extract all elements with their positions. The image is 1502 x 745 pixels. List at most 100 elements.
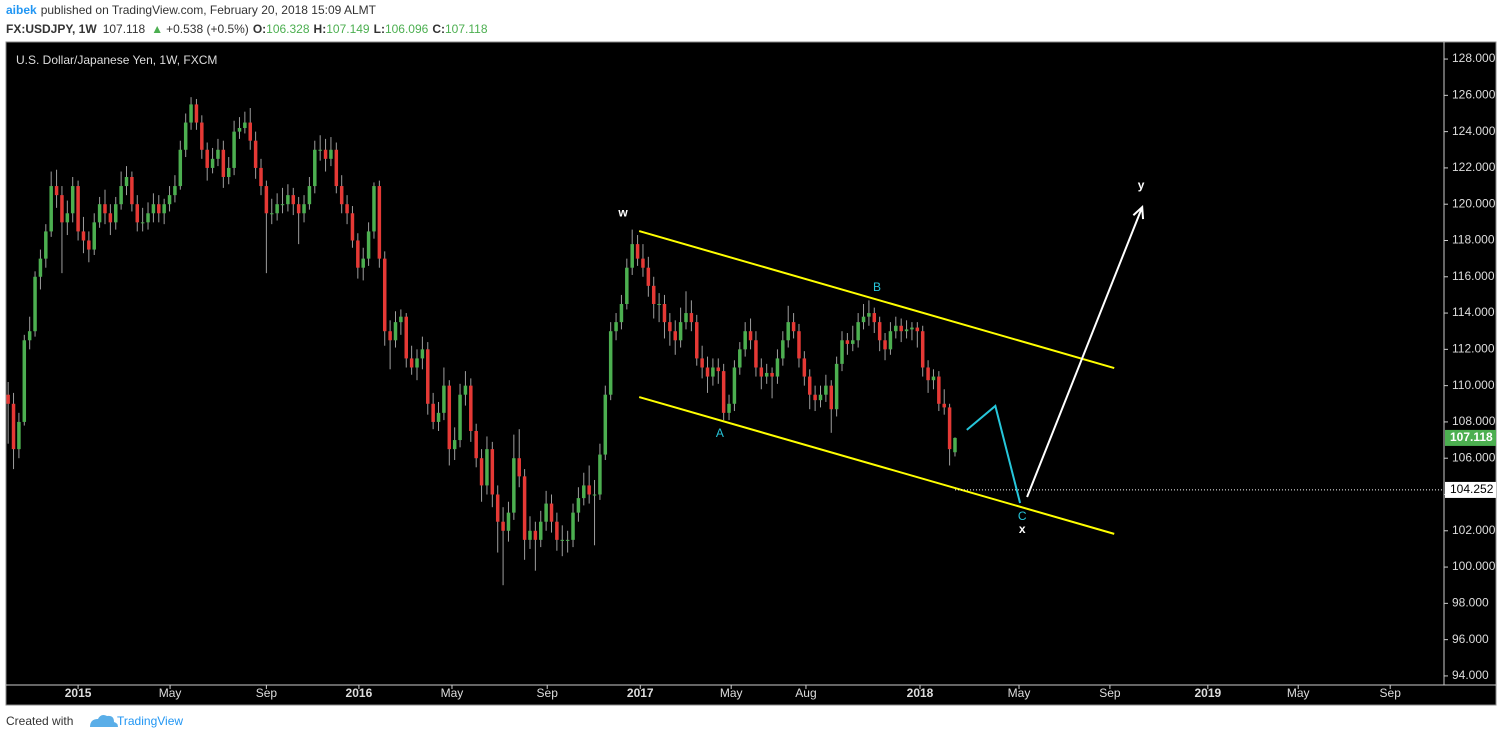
y-tick-label: 124.000 bbox=[1452, 124, 1496, 138]
candle-body bbox=[517, 458, 521, 477]
x-tick-label: May bbox=[720, 686, 743, 700]
price-line-label: 104.252 bbox=[1450, 482, 1494, 496]
y-tick-label: 98.000 bbox=[1452, 596, 1489, 610]
candle-body bbox=[587, 485, 591, 495]
candle-body bbox=[786, 322, 790, 341]
candle-body bbox=[140, 222, 145, 224]
candle-body bbox=[280, 204, 285, 206]
candle-body bbox=[210, 158, 215, 168]
annotation-line bbox=[966, 404, 1022, 504]
candle-body bbox=[420, 349, 425, 359]
candle-body bbox=[738, 349, 742, 368]
candle-body bbox=[851, 340, 855, 344]
candle-body bbox=[442, 385, 446, 413]
candle-body bbox=[124, 176, 129, 187]
price-line-box bbox=[1445, 481, 1496, 498]
low-label: L: bbox=[374, 22, 385, 36]
candle-body bbox=[76, 186, 80, 232]
candle-body bbox=[721, 371, 726, 413]
candle-body bbox=[151, 204, 156, 214]
tradingview-logo[interactable] bbox=[90, 715, 118, 727]
candle-body bbox=[856, 322, 860, 341]
high-label: H: bbox=[314, 22, 327, 36]
candle-body bbox=[673, 331, 677, 341]
candle-body bbox=[135, 204, 140, 223]
candle-body bbox=[286, 195, 290, 205]
candle-body bbox=[931, 376, 936, 381]
y-tick-label: 100.000 bbox=[1452, 559, 1496, 573]
candle-body bbox=[318, 149, 322, 151]
candle-body bbox=[775, 358, 780, 377]
publish-line: aibek published on TradingView.com, Febru… bbox=[6, 3, 377, 17]
candle-body bbox=[345, 204, 349, 214]
candle-body bbox=[436, 412, 441, 422]
candle-body bbox=[221, 149, 226, 177]
candle-body bbox=[781, 340, 785, 359]
candle-body bbox=[388, 331, 392, 341]
candle-body bbox=[243, 122, 247, 128]
footer-created: Created with bbox=[6, 714, 73, 728]
y-tick-label: 102.000 bbox=[1452, 523, 1496, 537]
x-tick-label: May bbox=[1287, 686, 1310, 700]
candle-body bbox=[845, 340, 850, 344]
candle-body bbox=[942, 403, 946, 408]
candle-body bbox=[953, 437, 957, 453]
candle-body bbox=[259, 167, 263, 187]
last-price-box bbox=[1445, 429, 1496, 446]
candle-body bbox=[27, 331, 32, 341]
x-tick-label: Sep bbox=[537, 686, 559, 700]
chart-area bbox=[5, 41, 1497, 706]
candle-body bbox=[87, 240, 91, 250]
candle-body bbox=[361, 258, 365, 268]
candle-body bbox=[937, 376, 941, 404]
candle-body bbox=[17, 421, 21, 450]
candle-body bbox=[920, 331, 925, 368]
annotation-line bbox=[1026, 206, 1144, 498]
candle-body bbox=[270, 213, 274, 215]
candle-body bbox=[748, 331, 753, 341]
candle-body bbox=[377, 186, 382, 259]
candle-body bbox=[565, 539, 570, 541]
change: +0.538 (+0.5%) bbox=[166, 22, 249, 36]
candle-body bbox=[399, 316, 403, 323]
candle-body bbox=[178, 149, 183, 187]
candle-body bbox=[904, 329, 909, 332]
author[interactable]: aibek bbox=[6, 3, 37, 17]
candle-body bbox=[834, 363, 839, 410]
candle-body bbox=[302, 204, 306, 214]
candle-body bbox=[619, 303, 624, 323]
candle-body bbox=[641, 258, 645, 268]
candle-body bbox=[415, 358, 419, 368]
y-tick-label: 96.000 bbox=[1452, 632, 1489, 646]
candle-body bbox=[426, 349, 430, 404]
candle-body bbox=[33, 276, 37, 332]
candle-body bbox=[296, 204, 301, 214]
candle-body bbox=[512, 458, 516, 513]
x-tick-label: May bbox=[1008, 686, 1031, 700]
candle-body bbox=[113, 204, 118, 223]
candle-body bbox=[910, 327, 914, 330]
wave-label: C bbox=[1018, 509, 1027, 523]
candle-body bbox=[700, 358, 704, 368]
candle-body bbox=[216, 149, 220, 159]
candle-body bbox=[807, 376, 812, 395]
candle-body bbox=[458, 394, 462, 441]
wave-label: B bbox=[873, 280, 881, 294]
annotation-line bbox=[638, 396, 1115, 535]
x-tick-label: May bbox=[441, 686, 464, 700]
candle-body bbox=[732, 367, 737, 404]
footer-brand[interactable]: TradingView bbox=[117, 714, 183, 728]
candle-body bbox=[334, 149, 339, 187]
candle-body bbox=[705, 367, 710, 377]
candle-body bbox=[829, 385, 833, 410]
wave-label: x bbox=[1019, 522, 1026, 536]
candle-body bbox=[431, 403, 435, 422]
candle-body bbox=[313, 149, 317, 187]
candle-body bbox=[232, 131, 236, 168]
candle-body bbox=[6, 394, 10, 404]
candle-body bbox=[167, 195, 172, 205]
candle-body bbox=[339, 186, 344, 205]
y-tick-label: 108.000 bbox=[1452, 414, 1496, 428]
